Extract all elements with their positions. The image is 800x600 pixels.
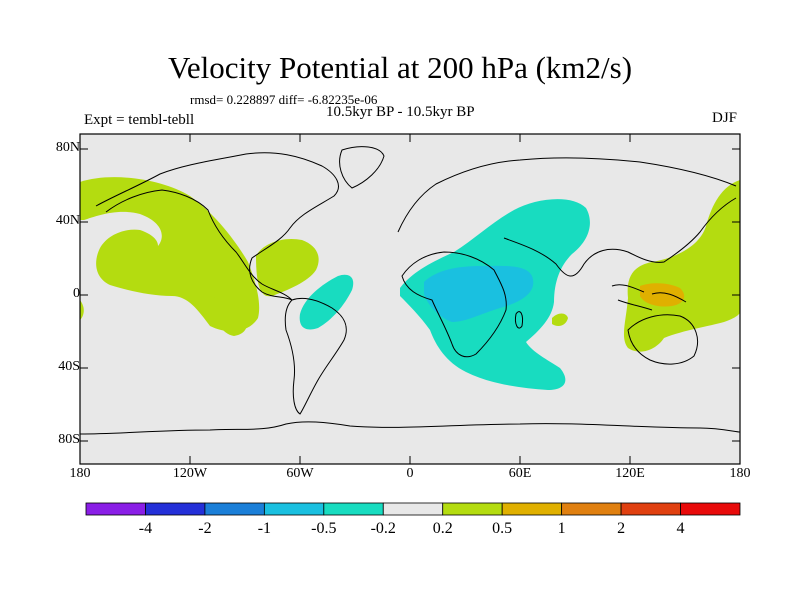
coast-indonesia	[611, 284, 687, 311]
colorbar	[85, 502, 741, 516]
axis-ticks	[79, 134, 741, 464]
season-label: DJF	[712, 110, 738, 126]
colorbar-box	[501, 502, 563, 516]
colorbar-box	[680, 502, 741, 516]
colorbar-box	[145, 502, 206, 516]
region-pacific-positive-south-tongue	[210, 296, 248, 336]
coast-eurasia	[397, 157, 737, 277]
colorbar-box	[263, 502, 325, 516]
colorbar-box	[323, 502, 384, 516]
region-pacific-positive	[80, 177, 260, 332]
lat-label-40s: 40S	[58, 359, 80, 374]
contour-fills	[80, 177, 740, 390]
colorbar-label: -2	[198, 520, 212, 537]
lat-label-80s: 80S	[58, 432, 80, 447]
colorbar-label: 0.5	[492, 520, 513, 537]
lat-label-0: 0	[73, 286, 80, 301]
lon-label-120w: 120W	[172, 466, 208, 481]
region-caribbean-positive	[256, 238, 319, 297]
colorbar-box	[620, 502, 681, 516]
coast-australia	[627, 314, 698, 365]
lon-label-60e: 60E	[508, 466, 532, 481]
region-samerica-negative	[299, 274, 354, 330]
stats-text: rmsd= 0.228897 diff= -6.82235e-06	[190, 92, 378, 107]
lon-label-60w: 60W	[286, 466, 314, 481]
lat-label-80n: 80N	[55, 140, 80, 155]
region-africa-core	[424, 265, 534, 322]
colorbar-label: -0.5	[311, 520, 337, 537]
colorbar-box	[85, 502, 146, 516]
coast-madagascar	[515, 311, 523, 329]
coast-south-america	[284, 297, 347, 415]
coast-antarctica	[80, 421, 740, 435]
coast-north-america	[95, 152, 339, 301]
coast-greenland	[339, 146, 385, 189]
chart-title: Velocity Potential at 200 hPa (km2/s)	[167, 50, 633, 85]
colorbar-label: -1	[257, 520, 272, 537]
coastlines	[80, 146, 740, 435]
colorbar-label: 1	[557, 520, 566, 537]
colorbar-box	[442, 502, 503, 516]
colorbar-label: -4	[138, 520, 153, 537]
lat-label-40n: 40N	[55, 213, 80, 228]
colorbar-box	[204, 502, 265, 516]
period-label: 10.5kyr BP - 10.5kyr BP	[326, 104, 475, 120]
region-southindian-positive	[552, 313, 568, 326]
colorbar-label: 2	[617, 520, 626, 537]
region-indonesia-core	[640, 283, 685, 307]
colorbar-label: -0.2	[370, 520, 396, 537]
colorbar-box	[561, 502, 622, 516]
lon-label-120e: 120E	[615, 466, 645, 481]
region-dateline-positive-left	[80, 300, 84, 320]
lon-label-180e: 180	[729, 466, 751, 481]
colorbar-label: 4	[676, 520, 685, 537]
region-westpacific-positive	[623, 180, 740, 352]
lon-label-0: 0	[406, 466, 414, 481]
lon-label-180w: 180	[69, 466, 91, 481]
experiment-label: Expt = tembl-tebll	[84, 112, 195, 128]
colorbar-box	[382, 502, 444, 516]
coast-africa	[401, 251, 507, 358]
colorbar-label: 0.2	[432, 520, 453, 537]
